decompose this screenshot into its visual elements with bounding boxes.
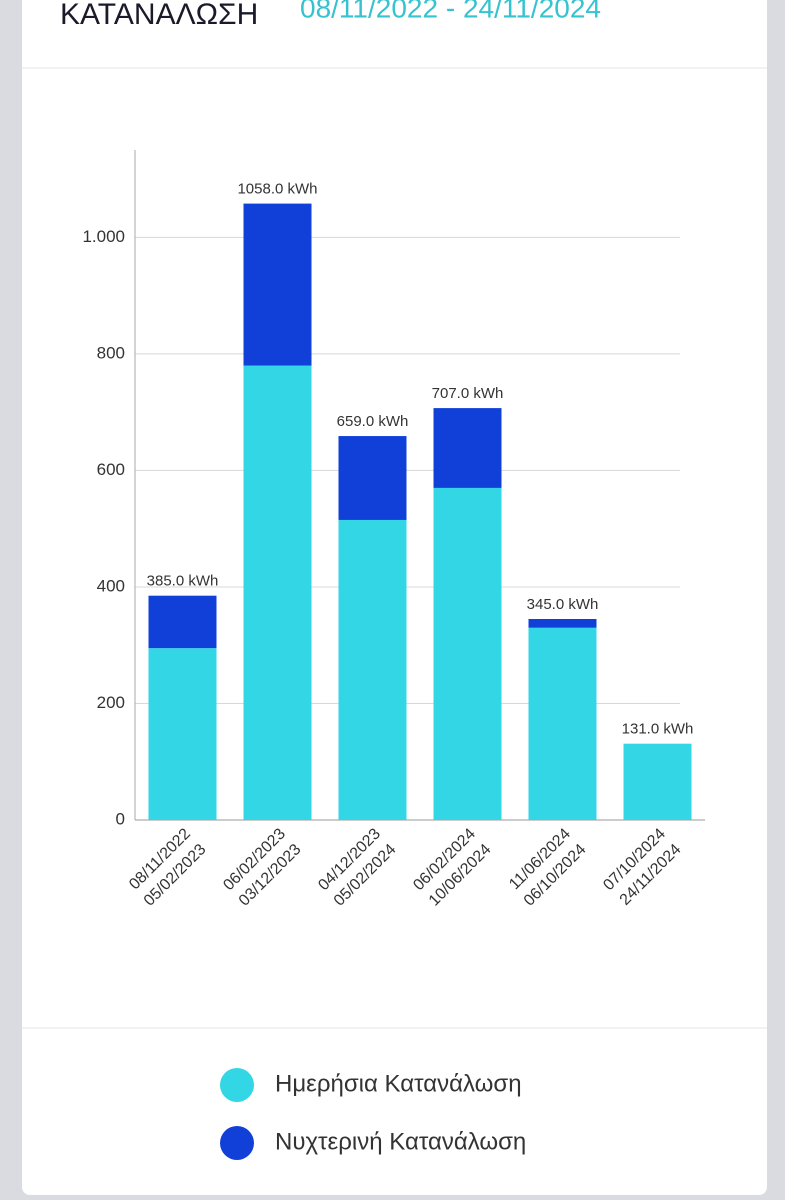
bar-segment bbox=[243, 365, 312, 820]
bar-segment bbox=[433, 408, 502, 488]
total-label: 1058.0 kWh bbox=[237, 181, 317, 198]
legend-label: Ημερήσια Κατανάλωση bbox=[275, 1070, 522, 1097]
y-tick-label: 800 bbox=[97, 343, 125, 362]
bar-segment bbox=[623, 743, 692, 820]
y-tick-label: 200 bbox=[97, 693, 125, 712]
total-label: 659.0 kWh bbox=[337, 413, 409, 430]
total-label: 131.0 kWh bbox=[622, 721, 694, 738]
y-tick-label: 1.000 bbox=[82, 227, 125, 246]
total-label: 707.0 kWh bbox=[432, 385, 504, 402]
chart-title: ΚΑΤΑΝΑΛΩΣΗ bbox=[60, 0, 258, 31]
bar-segment bbox=[528, 627, 597, 820]
y-tick-label: 400 bbox=[97, 576, 125, 595]
bar-segment bbox=[338, 519, 407, 820]
bar-segment bbox=[148, 648, 217, 820]
total-label: 385.0 kWh bbox=[147, 573, 219, 590]
y-tick-label: 0 bbox=[116, 809, 125, 828]
bar-segment bbox=[528, 619, 597, 628]
legend-label: Νυχτερινή Κατανάλωση bbox=[275, 1128, 526, 1155]
y-tick-label: 600 bbox=[97, 460, 125, 479]
legend-swatch bbox=[220, 1068, 254, 1102]
bar-segment bbox=[338, 436, 407, 520]
bar-segment bbox=[148, 595, 217, 649]
total-label: 345.0 kWh bbox=[527, 596, 599, 613]
bar-segment bbox=[433, 487, 502, 820]
chart-subtitle: 08/11/2022 - 24/11/2024 bbox=[300, 0, 601, 23]
bar-segment bbox=[243, 203, 312, 366]
legend-swatch bbox=[220, 1126, 254, 1160]
